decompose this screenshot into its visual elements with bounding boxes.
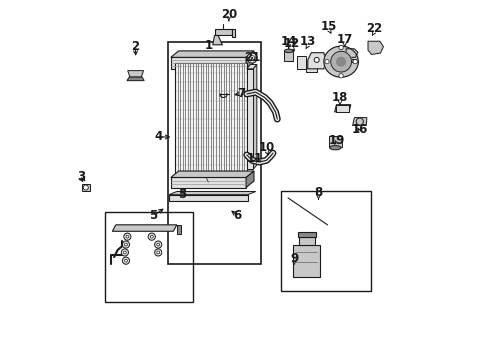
- Text: 3: 3: [77, 170, 85, 183]
- Polygon shape: [346, 49, 358, 57]
- Text: 21: 21: [244, 51, 260, 64]
- Polygon shape: [308, 53, 326, 69]
- Circle shape: [155, 241, 162, 248]
- Polygon shape: [246, 171, 254, 188]
- Polygon shape: [324, 46, 358, 77]
- Text: 7: 7: [237, 87, 245, 100]
- Circle shape: [122, 249, 128, 256]
- Polygon shape: [171, 171, 254, 177]
- Text: 17: 17: [337, 33, 353, 46]
- Text: 19: 19: [328, 134, 344, 147]
- Text: 18: 18: [332, 91, 348, 104]
- Text: 14: 14: [281, 35, 297, 49]
- Circle shape: [83, 185, 88, 190]
- Circle shape: [150, 235, 153, 238]
- Polygon shape: [215, 30, 232, 36]
- Circle shape: [250, 55, 255, 60]
- Text: 6: 6: [234, 210, 242, 222]
- Bar: [105, 212, 193, 302]
- Polygon shape: [331, 51, 351, 72]
- Circle shape: [148, 233, 155, 240]
- Circle shape: [339, 74, 343, 78]
- Circle shape: [325, 59, 329, 64]
- Polygon shape: [171, 177, 246, 188]
- Text: 11: 11: [247, 152, 263, 165]
- Polygon shape: [368, 41, 383, 54]
- Text: 20: 20: [220, 8, 237, 21]
- Ellipse shape: [330, 145, 341, 150]
- Text: 5: 5: [178, 188, 186, 201]
- Circle shape: [123, 251, 126, 254]
- Text: 4: 4: [155, 130, 163, 144]
- Bar: [281, 191, 370, 291]
- Text: 5: 5: [149, 210, 158, 222]
- Circle shape: [122, 257, 129, 264]
- Polygon shape: [346, 59, 356, 62]
- Circle shape: [126, 235, 129, 238]
- Polygon shape: [246, 51, 254, 69]
- Bar: [175, 63, 247, 175]
- Bar: [175, 63, 247, 175]
- Text: 15: 15: [321, 20, 338, 33]
- Ellipse shape: [204, 178, 211, 182]
- Text: 13: 13: [299, 35, 316, 49]
- Circle shape: [314, 57, 319, 62]
- Text: 8: 8: [315, 186, 322, 199]
- Text: 12: 12: [284, 37, 300, 50]
- Polygon shape: [335, 105, 351, 112]
- Polygon shape: [285, 51, 293, 61]
- Polygon shape: [127, 77, 144, 81]
- Polygon shape: [297, 56, 306, 69]
- Text: 10: 10: [258, 141, 274, 154]
- Circle shape: [157, 243, 160, 246]
- Polygon shape: [306, 67, 318, 72]
- Circle shape: [157, 251, 160, 254]
- Polygon shape: [247, 69, 253, 169]
- Polygon shape: [177, 225, 181, 234]
- Circle shape: [124, 243, 127, 246]
- Polygon shape: [112, 225, 177, 231]
- Polygon shape: [128, 71, 144, 77]
- Text: 2: 2: [131, 40, 140, 53]
- Text: 22: 22: [366, 22, 382, 35]
- Polygon shape: [169, 195, 248, 201]
- Circle shape: [353, 59, 357, 64]
- Polygon shape: [353, 118, 367, 126]
- Polygon shape: [298, 232, 316, 237]
- Circle shape: [124, 233, 131, 240]
- Circle shape: [124, 259, 127, 262]
- Text: 1: 1: [205, 39, 213, 52]
- Polygon shape: [232, 30, 235, 37]
- Polygon shape: [171, 51, 254, 57]
- Polygon shape: [247, 64, 257, 69]
- Polygon shape: [329, 136, 342, 147]
- Polygon shape: [299, 237, 315, 244]
- Circle shape: [122, 241, 129, 248]
- Polygon shape: [337, 105, 349, 112]
- Circle shape: [155, 249, 162, 256]
- Polygon shape: [294, 244, 320, 277]
- Text: 9: 9: [290, 252, 298, 265]
- Polygon shape: [213, 36, 222, 45]
- Polygon shape: [171, 57, 246, 69]
- Polygon shape: [337, 57, 345, 66]
- Circle shape: [339, 45, 343, 50]
- Polygon shape: [82, 184, 90, 192]
- Polygon shape: [169, 192, 256, 195]
- Polygon shape: [253, 64, 257, 169]
- Circle shape: [247, 53, 257, 63]
- Ellipse shape: [285, 49, 293, 53]
- Text: 16: 16: [351, 123, 368, 136]
- Bar: [168, 42, 261, 264]
